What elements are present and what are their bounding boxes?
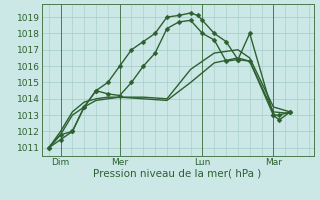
X-axis label: Pression niveau de la mer( hPa ): Pression niveau de la mer( hPa ) [93,168,262,178]
